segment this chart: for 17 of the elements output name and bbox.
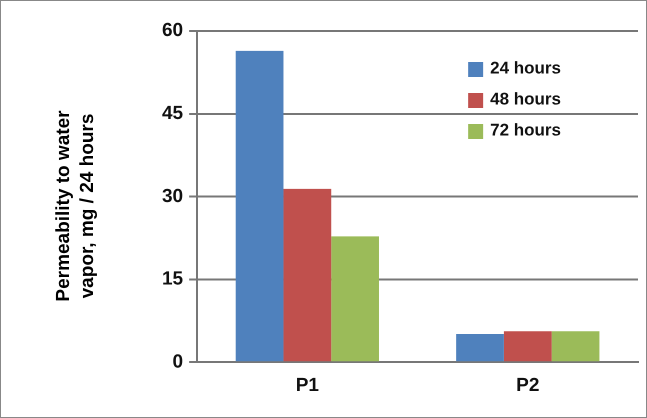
x-tick-label: P1: [296, 374, 320, 396]
y-tick-label: 30: [162, 186, 184, 207]
legend-label: 48 hours: [490, 90, 562, 109]
legend-label: 72 hours: [490, 120, 562, 140]
y-tick-label: 0: [172, 351, 184, 372]
bar: [283, 188, 332, 362]
x-tick-label: P2: [516, 374, 540, 396]
bar: [456, 334, 504, 362]
bar: [331, 236, 379, 362]
bar: [504, 331, 552, 362]
y-tick-label: 45: [162, 103, 184, 124]
y-tick-label: 15: [162, 268, 184, 290]
bar: [236, 50, 284, 362]
legend-label: 24 hours: [490, 58, 562, 78]
y-tick-label: 60: [162, 20, 184, 42]
y-axis-title: Permeability to water vapor, mg / 24 hours: [52, 109, 99, 304]
bar: [552, 331, 600, 362]
